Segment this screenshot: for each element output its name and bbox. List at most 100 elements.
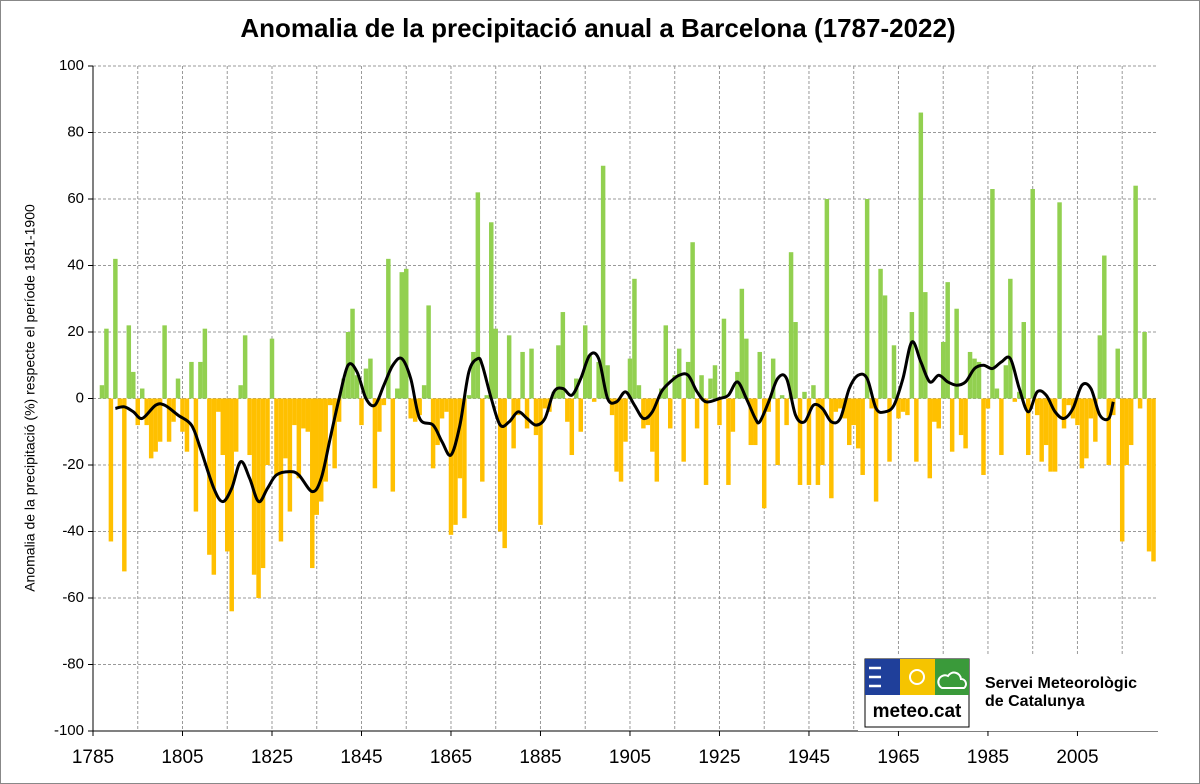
bar (1097, 335, 1103, 399)
bar (726, 398, 731, 485)
bar (1034, 398, 1040, 416)
bar (251, 398, 257, 575)
logo-cloud (937, 671, 967, 689)
y-tick-label: 40 (67, 256, 84, 273)
bar (609, 398, 615, 416)
logo-org: de Catalunya (985, 693, 1085, 710)
bar (1146, 398, 1152, 552)
bar (847, 398, 852, 446)
bar (1008, 278, 1013, 399)
bar (1151, 398, 1156, 562)
bar (139, 388, 145, 399)
bar (327, 398, 333, 406)
bar (417, 398, 422, 416)
bar (1137, 398, 1143, 409)
bar (1030, 189, 1035, 399)
x-tick-label: 1845 (340, 747, 382, 768)
bar (162, 325, 167, 399)
bar (1043, 398, 1049, 446)
bar (444, 398, 449, 412)
bar (515, 398, 521, 416)
bar (421, 385, 427, 399)
bar (269, 338, 275, 399)
bar (650, 398, 655, 452)
y-tick-label: -20 (62, 456, 84, 473)
bar (864, 199, 870, 399)
bar (117, 398, 123, 409)
bar (1102, 255, 1107, 399)
y-tick-label: 20 (67, 323, 84, 340)
bar (882, 295, 888, 399)
bar (954, 308, 959, 399)
bar (663, 325, 669, 399)
bar (708, 378, 713, 399)
bar (690, 242, 695, 399)
bar (1017, 391, 1022, 399)
y-tick-label: 100 (59, 57, 84, 74)
x-tick-label: 1985 (967, 747, 1009, 768)
bar (753, 398, 758, 446)
bar (936, 398, 941, 429)
bar (198, 361, 203, 399)
bar (721, 318, 727, 399)
bar (976, 361, 982, 399)
bar (229, 398, 234, 612)
bar (166, 398, 172, 442)
bar (180, 398, 185, 432)
bar (654, 398, 660, 482)
bar (623, 398, 628, 442)
bar (462, 398, 467, 519)
bar (475, 192, 481, 399)
bar (332, 398, 337, 469)
bar (717, 398, 722, 426)
bar (144, 398, 149, 426)
bar (242, 335, 248, 399)
bar (1142, 332, 1147, 399)
bar (1061, 398, 1067, 429)
bar (1052, 398, 1058, 472)
bar (735, 371, 740, 399)
x-tick-label: 1805 (161, 747, 203, 768)
bar (202, 328, 208, 399)
bar (932, 398, 937, 422)
bar (565, 398, 570, 422)
bar (914, 398, 919, 462)
logo-yellow (900, 659, 935, 695)
bar (1119, 398, 1125, 542)
bar (815, 398, 821, 485)
bar (524, 398, 530, 429)
bar (645, 398, 651, 426)
bar (788, 252, 794, 399)
bar (1057, 202, 1062, 399)
bar (1106, 398, 1112, 465)
bar (372, 398, 378, 489)
bar (739, 288, 745, 399)
bar (855, 398, 861, 449)
bar (985, 398, 991, 409)
x-tick-label: 1865 (430, 747, 472, 768)
bar (775, 398, 780, 465)
bar (336, 398, 342, 422)
bar (104, 328, 109, 399)
bar (283, 398, 288, 459)
bar (972, 358, 977, 399)
bar (256, 398, 261, 598)
bar (220, 398, 226, 456)
bar (1084, 398, 1089, 459)
x-tick-label: 1785 (72, 747, 114, 768)
bar (260, 398, 266, 569)
bar (981, 398, 986, 475)
bar (354, 375, 360, 399)
y-axis-label: Anomalia de la precipitació (%) respecte… (22, 204, 38, 592)
bar (694, 398, 700, 429)
bar (381, 398, 387, 406)
bar (779, 395, 785, 399)
bar (614, 398, 619, 472)
x-tick-label: 1965 (877, 747, 919, 768)
bar (292, 398, 297, 426)
bar (761, 398, 767, 509)
bar (591, 398, 597, 402)
bar (838, 398, 843, 409)
bar (963, 398, 968, 449)
bar (730, 398, 736, 432)
